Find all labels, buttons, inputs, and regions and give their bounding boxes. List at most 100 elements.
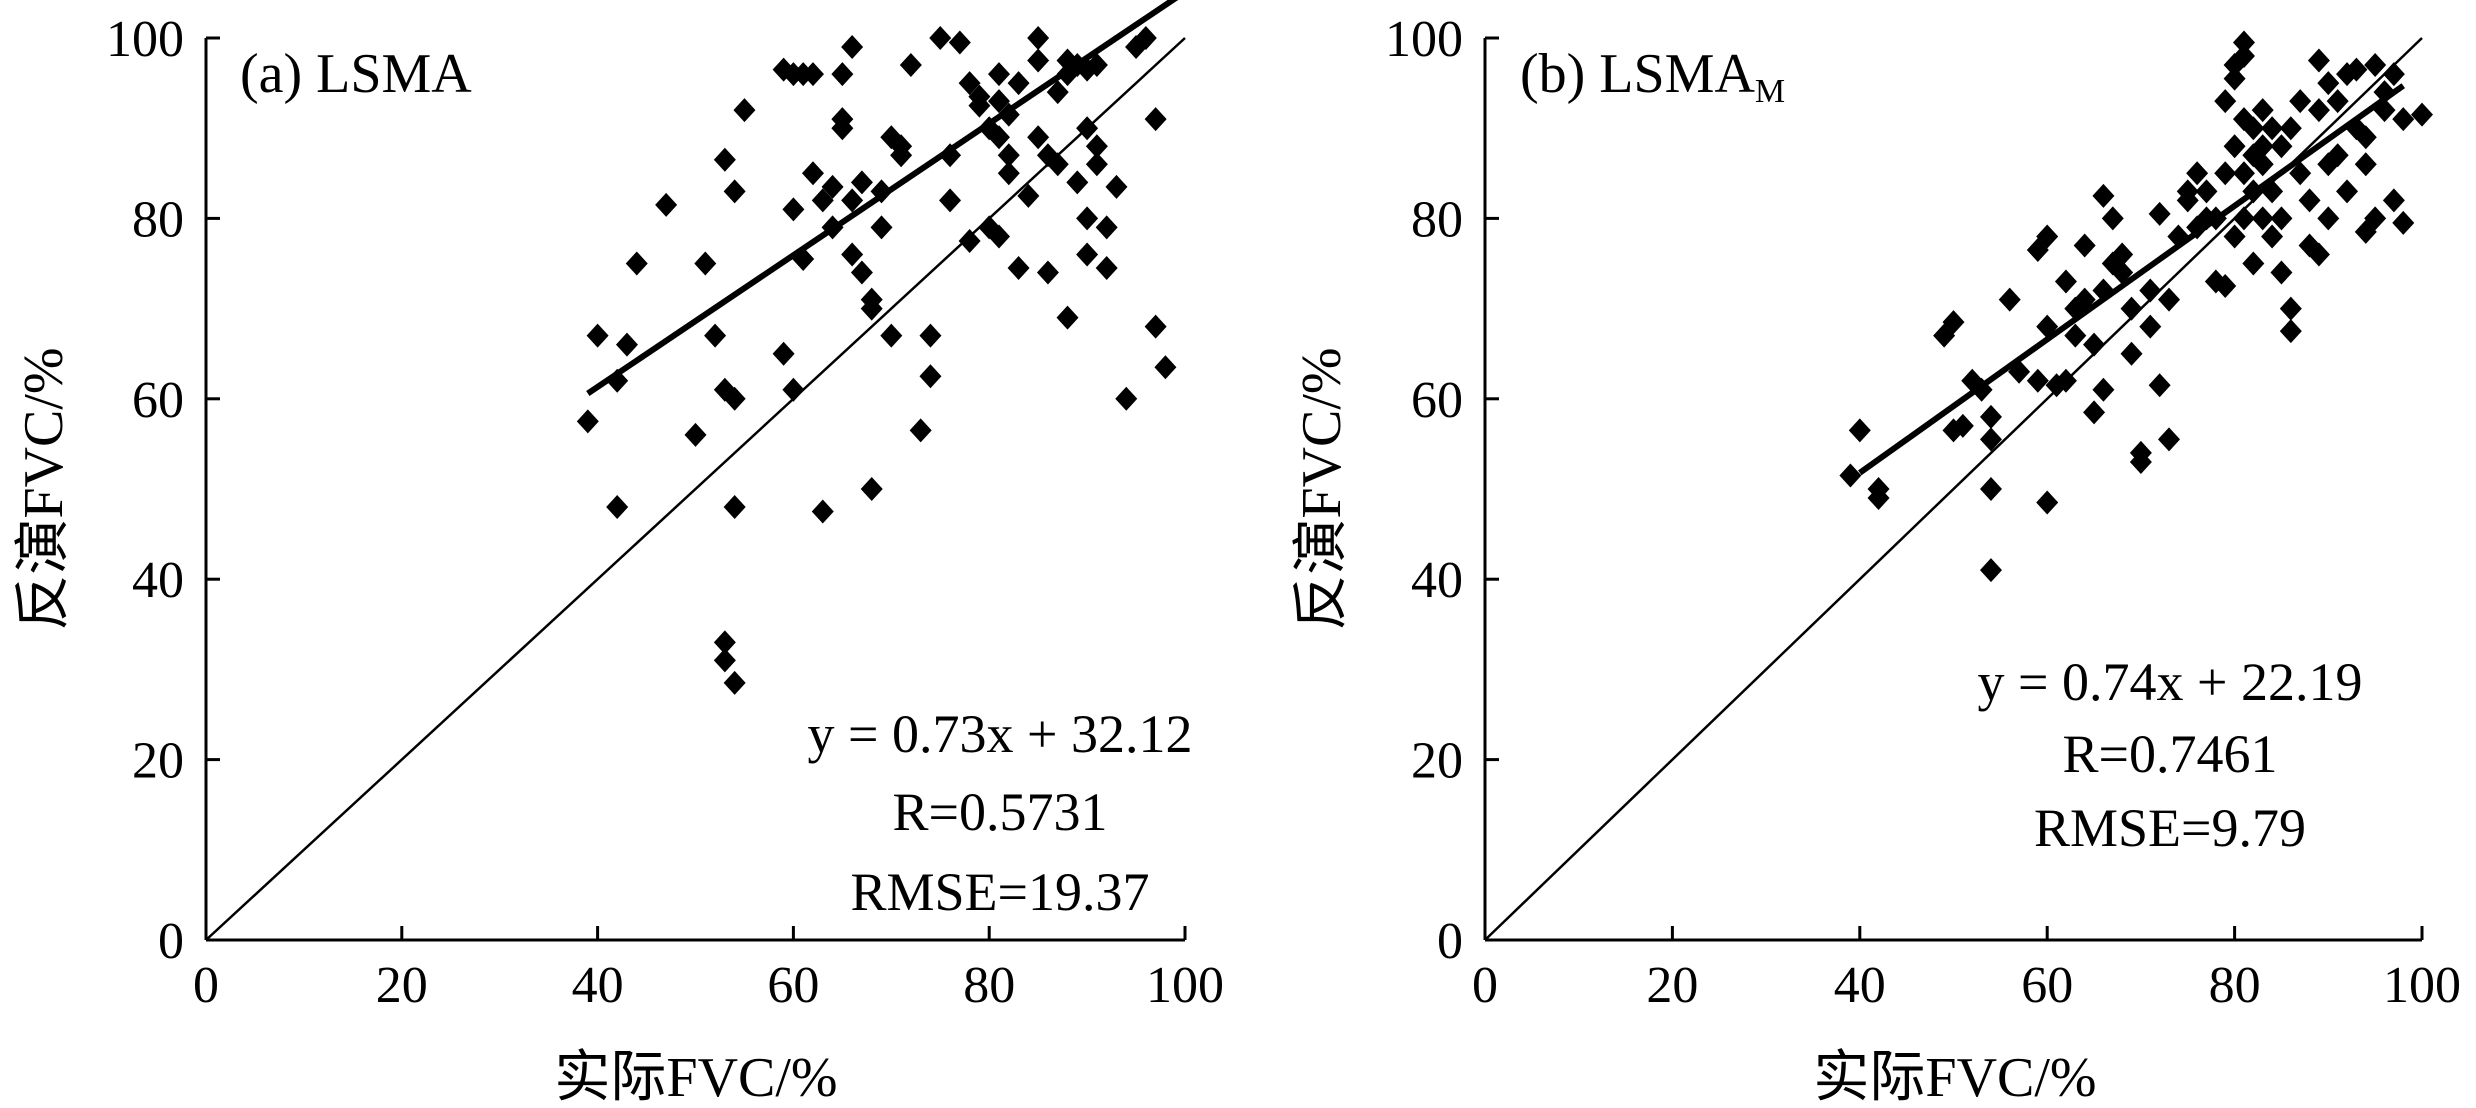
panel-b-y-tick-label: 0 bbox=[1437, 913, 1463, 970]
panel-a-data-point bbox=[713, 147, 736, 172]
panel-a-data-point bbox=[1095, 256, 1118, 281]
panel-b-data-point bbox=[2139, 314, 2162, 339]
panel-a-y-tick-label: 60 bbox=[132, 372, 184, 429]
panel-a-data-point bbox=[1027, 48, 1050, 73]
panel-a-data-point bbox=[919, 364, 942, 389]
panel-b-data-point bbox=[2279, 296, 2302, 321]
panel-b-data-point bbox=[2167, 224, 2190, 249]
panel-a-rmse: RMSE=19.37 bbox=[850, 862, 1149, 922]
panel-a-data-point bbox=[1007, 71, 1030, 96]
panel-b-data-point bbox=[2214, 161, 2237, 186]
panel-a-data-point bbox=[723, 179, 746, 204]
panel-b-data-point bbox=[2158, 427, 2181, 452]
panel-b-data-point bbox=[2336, 179, 2359, 204]
panel-b-data-point bbox=[2279, 319, 2302, 344]
panel-b-data-point bbox=[1848, 418, 1871, 443]
panel-a-equation: y = 0.73x + 32.12 bbox=[808, 704, 1193, 764]
panel-a-chart: 0 20 40 60 80 100 0 20 40 60 80 100 (a) LSMA y = 0… bbox=[13, 0, 1224, 1108]
panel-b-y-label: 反演FVC/% bbox=[1291, 347, 1353, 630]
panel-b-data-point bbox=[2298, 188, 2321, 213]
panel-b-data-point bbox=[2270, 260, 2293, 285]
panel-a-data-point bbox=[831, 62, 854, 87]
panel-b-x-tick-label: 40 bbox=[1834, 957, 1886, 1014]
panel-b-data-point bbox=[2392, 210, 2415, 235]
panel-a-data-point bbox=[1144, 107, 1167, 132]
panel-b-data-point bbox=[1839, 463, 1862, 488]
panel-a-title: (a) LSMA bbox=[240, 43, 472, 105]
panel-a-data-point bbox=[801, 161, 824, 186]
panel-b-r-value: R=0.7461 bbox=[2063, 724, 2278, 784]
panel-b-data-point bbox=[2411, 102, 2433, 127]
panel-a-data-point bbox=[948, 30, 971, 55]
panel-a-data-point bbox=[655, 192, 678, 217]
panel-b-data-point bbox=[2382, 188, 2405, 213]
panel-a-data-point bbox=[606, 495, 629, 520]
panel-a-data-point bbox=[1007, 256, 1030, 281]
panel-a-data-point bbox=[1115, 386, 1138, 411]
panel-a-data-point bbox=[870, 215, 893, 240]
panel-b-data-point bbox=[2223, 134, 2246, 159]
panel-b-x-tick-label: 0 bbox=[1472, 957, 1498, 1014]
panel-b-data-point bbox=[2092, 377, 2115, 402]
panel-b-data-point bbox=[2289, 89, 2312, 114]
panel-b-title-main: (b) LSMA bbox=[1520, 43, 1755, 105]
panel-b-data-point bbox=[2083, 400, 2106, 425]
panel-a-data-point bbox=[606, 368, 629, 393]
panel-b-data-point bbox=[2026, 368, 2049, 393]
panel-b-data-point bbox=[2139, 278, 2162, 303]
panel-a-y-tick-label: 0 bbox=[158, 913, 184, 970]
panel-b-equation: y = 0.74x + 22.19 bbox=[1978, 652, 2363, 712]
panel-a-data-point bbox=[1056, 305, 1079, 330]
panel-b-data-point bbox=[1998, 287, 2021, 312]
panel-a-x-tick-label: 60 bbox=[767, 957, 819, 1014]
panel-a-y-tick-label: 100 bbox=[106, 11, 184, 68]
panel-b-y-tick-label: 100 bbox=[1385, 11, 1463, 68]
panel-b-data-point bbox=[1979, 427, 2002, 452]
panel-b-x-tick-label: 80 bbox=[2209, 957, 2261, 1014]
panel-a-data-point bbox=[625, 251, 648, 276]
panel-a-data-point bbox=[586, 323, 609, 348]
panel-b-data-point bbox=[2214, 89, 2237, 114]
panel-b-data-point bbox=[2054, 269, 2077, 294]
panel-a-data-point bbox=[772, 341, 795, 366]
panel-a-x-tick-label: 100 bbox=[1146, 957, 1224, 1014]
panel-a-x-tick-label: 40 bbox=[572, 957, 624, 1014]
panel-b-data-point bbox=[2242, 251, 2265, 276]
panel-a-data-point bbox=[899, 53, 922, 78]
panel-a-data-point bbox=[615, 332, 638, 357]
panel-a-data-point bbox=[782, 377, 805, 402]
panel-b-x-tick-label: 60 bbox=[2021, 957, 2073, 1014]
panel-b-data-point bbox=[2073, 233, 2096, 258]
panel-b-y-tick-label: 80 bbox=[1411, 191, 1463, 248]
panel-a-data-point bbox=[860, 477, 883, 501]
panel-a-data-point bbox=[909, 418, 932, 443]
panel-b-data-point bbox=[2317, 206, 2340, 231]
panel-a-data-point bbox=[1076, 206, 1099, 231]
panel-a-data-point bbox=[713, 648, 736, 673]
panel-a-one-to-one-line bbox=[205, 37, 1186, 941]
panel-a-data-point bbox=[987, 62, 1010, 87]
panel-a-data-point bbox=[919, 323, 942, 348]
panel-a-data-point bbox=[1076, 242, 1099, 267]
panel-a-data-point bbox=[1066, 170, 1089, 195]
panel-a-x-label: 实际FVC/% bbox=[554, 1047, 837, 1108]
panel-b-rmse: RMSE=9.79 bbox=[2034, 798, 2306, 858]
panel-a-data-point bbox=[1154, 355, 1177, 380]
panel-b-data-point bbox=[1979, 558, 2002, 583]
panel-b-data-point bbox=[2158, 287, 2181, 312]
panel-b-data-point bbox=[2392, 107, 2415, 132]
panel-a-data-point bbox=[1027, 26, 1050, 50]
panel-a-data-point bbox=[684, 422, 707, 447]
panel-a-x-tick-label: 0 bbox=[193, 957, 219, 1014]
panel-b-data-point bbox=[2083, 332, 2106, 357]
panel-a-r-value: R=0.5731 bbox=[893, 782, 1108, 842]
panel-a-data-point bbox=[1017, 183, 1040, 208]
panel-b-data-point bbox=[2036, 490, 2059, 515]
panel-b-data-point bbox=[2364, 53, 2387, 78]
panel-b-y-tick-label: 60 bbox=[1411, 372, 1463, 429]
panel-b-data-point bbox=[1979, 404, 2002, 429]
panel-a-y-tick-label: 80 bbox=[132, 191, 184, 248]
panel-b-data-point bbox=[2120, 296, 2143, 321]
panel-a-x-tick-label: 80 bbox=[963, 957, 1015, 1014]
